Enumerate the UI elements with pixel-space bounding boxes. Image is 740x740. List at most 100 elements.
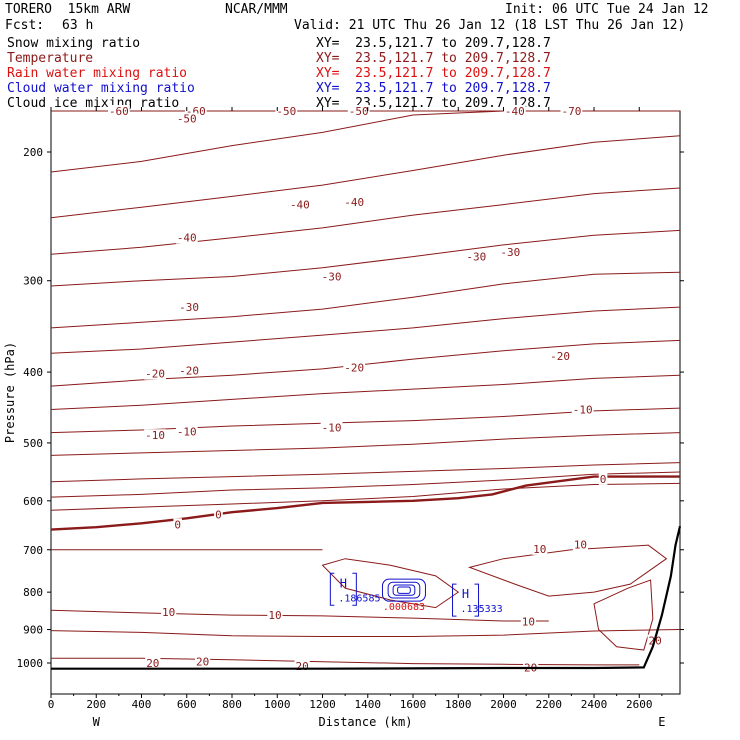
temperature-contour: [321, 558, 460, 609]
cloud-water-bracket: [352, 572, 357, 606]
cloud-water-max-symbol: H: [340, 576, 347, 590]
x-tick-label: 1400: [355, 698, 382, 711]
contour-label: 10: [162, 606, 175, 619]
temperature-contour: [50, 609, 549, 622]
contour-label-bg: [343, 195, 366, 208]
field-xy-rain: XY= 23.5,121.7 to 209.7,128.7: [316, 66, 551, 81]
model-title: TORERO 15km ARW: [5, 2, 131, 17]
contour-label: -30: [466, 251, 486, 264]
contour-label: -30: [322, 270, 342, 283]
x-tick-label: 1800: [445, 698, 472, 711]
contour-label-bg: [343, 361, 366, 374]
contour-label: 20: [196, 656, 209, 669]
x-tick-label: 400: [132, 698, 152, 711]
contour-label: -20: [550, 350, 570, 363]
y-tick-label: 800: [23, 586, 43, 599]
valid-time: Valid: 21 UTC Thu 26 Jan 12 (18 LST Thu …: [294, 18, 686, 33]
field-name-rain: Rain water mixing ratio: [7, 66, 188, 81]
contour-label-bg: [161, 606, 177, 619]
temperature-contour: [467, 544, 668, 597]
contour-label: 20: [146, 657, 159, 670]
contour-label-bg: [194, 655, 211, 668]
cloud-water-contour: [397, 586, 411, 594]
x-tick-label: 1200: [309, 698, 336, 711]
contour-label-bg: [178, 301, 200, 314]
contour-label-bg: [175, 112, 198, 125]
contour-label: -50: [349, 105, 369, 118]
temperature-contour: [50, 471, 681, 498]
contour-label: -10: [145, 429, 165, 442]
x-tick-label: 600: [177, 698, 197, 711]
x-tick-label: 2000: [490, 698, 517, 711]
contour-label-bg: [214, 508, 223, 521]
contour-label: -50: [276, 105, 296, 118]
y-tick-label: 300: [23, 275, 43, 288]
contour-label: -10: [322, 421, 342, 434]
contour-label: -40: [177, 232, 197, 245]
contour-label-bg: [145, 657, 161, 669]
temperature-contour: [593, 579, 654, 651]
temperature-contour: [50, 432, 681, 456]
contour-label: -40: [344, 196, 364, 209]
temperature-contour: [50, 482, 681, 511]
x-tick-label: 2200: [536, 698, 563, 711]
temperature-contour: [50, 135, 681, 219]
temperature-contour: [50, 271, 681, 329]
contour-label-bg: [532, 542, 548, 555]
field-xy-cloud-water: XY= 23.5,121.7 to 209.7,128.7: [316, 81, 551, 96]
contour-label: -60: [109, 105, 129, 118]
org-label: NCAR/MMM: [225, 2, 288, 17]
fcst-label: Fcst:: [5, 18, 45, 33]
cloud-water-max-symbol: H: [462, 587, 469, 601]
init-time: Init: 06 UTC Tue 24 Jan 12: [505, 2, 709, 17]
contour-label: -40: [505, 105, 525, 118]
contour-label: -30: [179, 301, 199, 314]
contour-label: 10: [522, 616, 535, 629]
x-tick-label: 1600: [400, 698, 427, 711]
x-tick-label: 2400: [581, 698, 608, 711]
cloud-water-bracket: [329, 572, 335, 606]
y-tick-label: 700: [23, 544, 43, 557]
fcst-value: 63 h: [62, 18, 94, 33]
contour-label-bg: [499, 245, 522, 258]
x-axis-label: Distance (km): [319, 715, 413, 729]
rain-water-max-value: .000683: [383, 602, 425, 613]
y-tick-label: 600: [23, 495, 43, 508]
y-tick-label: 400: [23, 366, 43, 379]
temperature-contour: [50, 110, 680, 173]
terrain-line: [51, 525, 682, 670]
contour-label: -10: [177, 425, 197, 438]
cloud-water-max-value: .186585: [338, 593, 380, 604]
temperature-contour: [50, 629, 681, 637]
contour-label-bg: [107, 105, 130, 117]
cloud-water-contour: [392, 584, 416, 596]
contour-label: -10: [573, 403, 593, 416]
contour-label: 0: [215, 508, 222, 521]
contour-label-bg: [465, 250, 488, 263]
y-tick-label: 900: [23, 624, 43, 637]
contour-label: -20: [344, 361, 364, 374]
contour-label-bg: [144, 367, 166, 380]
contour-label-bg: [549, 349, 571, 362]
contour-label-bg: [571, 403, 594, 416]
contour-label-bg: [320, 270, 343, 283]
y-axis-label: Pressure (hPa): [3, 342, 17, 443]
contour-label-bg: [173, 518, 183, 531]
field-name-temperature: Temperature: [7, 51, 94, 66]
contour-label-bg: [347, 105, 370, 117]
y-tick-label: 200: [23, 146, 43, 159]
temperature-contour: [50, 187, 681, 255]
x-tick-label: 200: [86, 698, 106, 711]
cloud-water-bracket: [452, 583, 457, 617]
field-name-snow: Snow mixing ratio: [7, 36, 141, 51]
contour-label-bg: [178, 364, 200, 377]
contour-label: -40: [290, 199, 310, 212]
field-xy-temperature: XY= 23.5,121.7 to 209.7,128.7: [316, 51, 551, 66]
cloud-water-bracket: [474, 583, 480, 617]
contour-label-bg: [560, 105, 583, 117]
temperature-contour: [50, 306, 681, 354]
contour-label-bg: [520, 615, 537, 628]
west-end-label: W: [93, 715, 101, 729]
cloud-water-contour: [387, 581, 421, 599]
contour-label-bg: [503, 105, 526, 117]
